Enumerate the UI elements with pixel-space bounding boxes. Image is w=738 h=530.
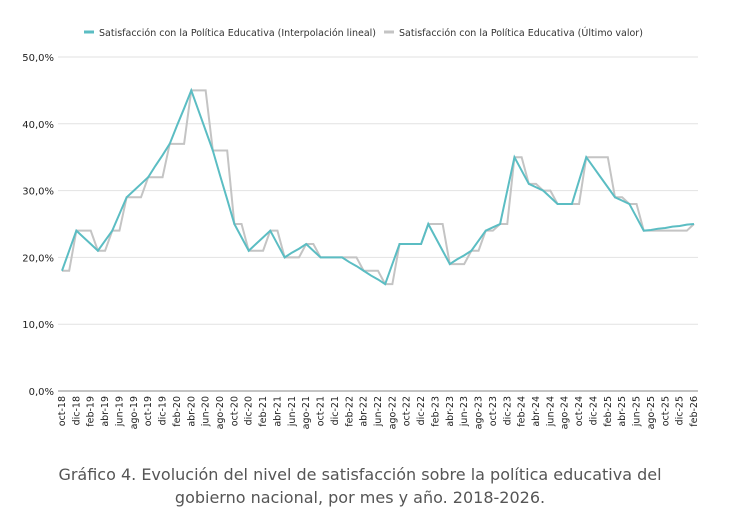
x-tick-label: ago-20 — [215, 396, 226, 429]
x-tick-label: jun-25 — [632, 396, 643, 427]
x-tick-label: oct-20 — [229, 396, 240, 426]
x-tick-label: dic-18 — [71, 396, 82, 425]
x-tick-label: jun-24 — [545, 396, 556, 427]
x-tick-label: ago-23 — [474, 396, 485, 429]
x-tick-label: feb-24 — [517, 396, 528, 427]
chart: 0,0%10,0%20,0%30,0%40,0%50,0%oct-18 dic-1… — [22, 27, 700, 429]
x-tick-label: abr-22 — [359, 396, 370, 427]
x-tick-label: oct-19 — [143, 396, 154, 426]
y-tick-label: 30,0% — [22, 187, 54, 198]
x-tick-label: oct-18 — [57, 396, 68, 426]
y-tick-label: 50,0% — [22, 53, 54, 64]
series-line — [61, 87, 695, 286]
x-tick-label: jun-21 — [287, 396, 298, 427]
x-tick-label: dic-24 — [588, 396, 599, 425]
legend-label: Satisfacción con la Política Educativa (… — [399, 27, 643, 39]
series-line — [62, 89, 695, 286]
x-tick-label: jun-19 — [114, 396, 125, 427]
x-tick-label: jun-22 — [373, 396, 384, 427]
x-tick-label: dic-20 — [244, 396, 255, 425]
x-tick-label: ago-22 — [387, 396, 398, 429]
x-tick-label: ago-25 — [646, 396, 657, 429]
x-tick-label: dic-23 — [502, 396, 513, 425]
x-tick-label: dic-19 — [158, 396, 169, 425]
x-tick-label: oct-24 — [574, 396, 585, 426]
y-tick-label: 0,0% — [29, 387, 54, 398]
x-tick-label: jun-20 — [201, 396, 212, 427]
legend-label: Satisfacción con la Política Educativa (… — [99, 28, 376, 39]
x-tick-label: ago-24 — [560, 396, 571, 429]
x-tick-label: feb-20 — [172, 396, 183, 427]
y-tick-label: 10,0% — [22, 320, 54, 331]
x-tick-label: feb-25 — [603, 396, 614, 427]
x-tick-label: oct-25 — [660, 396, 671, 426]
y-tick-label: 40,0% — [22, 120, 54, 131]
y-tick-label: 20,0% — [22, 253, 54, 264]
x-tick-label: abr-20 — [186, 396, 197, 427]
x-tick-label: abr-19 — [100, 396, 111, 427]
x-tick-label: abr-21 — [272, 396, 283, 427]
x-tick-label: feb-22 — [344, 396, 355, 427]
x-tick-label: ago-19 — [129, 396, 140, 429]
x-tick-label: oct-21 — [316, 396, 327, 426]
x-tick-label: abr-25 — [617, 396, 628, 427]
x-tick-label: dic-21 — [330, 396, 341, 425]
x-tick-label: ago-21 — [301, 396, 312, 429]
x-tick-label: feb-26 — [689, 396, 700, 427]
x-tick-label: oct-22 — [402, 396, 413, 426]
x-tick-label: dic-25 — [675, 396, 686, 425]
x-tick-label: abr-24 — [531, 396, 542, 427]
caption: Gráfico 4. Evolución del nivel de satisf… — [58, 465, 662, 507]
x-tick-label: dic-22 — [416, 396, 427, 425]
x-tick-label: feb-19 — [86, 396, 97, 427]
x-tick-label: feb-23 — [430, 396, 441, 427]
x-tick-label: feb-21 — [258, 396, 269, 427]
x-tick-label: jun-23 — [459, 396, 470, 427]
x-tick-label: oct-23 — [488, 396, 499, 426]
x-tick-label: abr-23 — [445, 396, 456, 427]
